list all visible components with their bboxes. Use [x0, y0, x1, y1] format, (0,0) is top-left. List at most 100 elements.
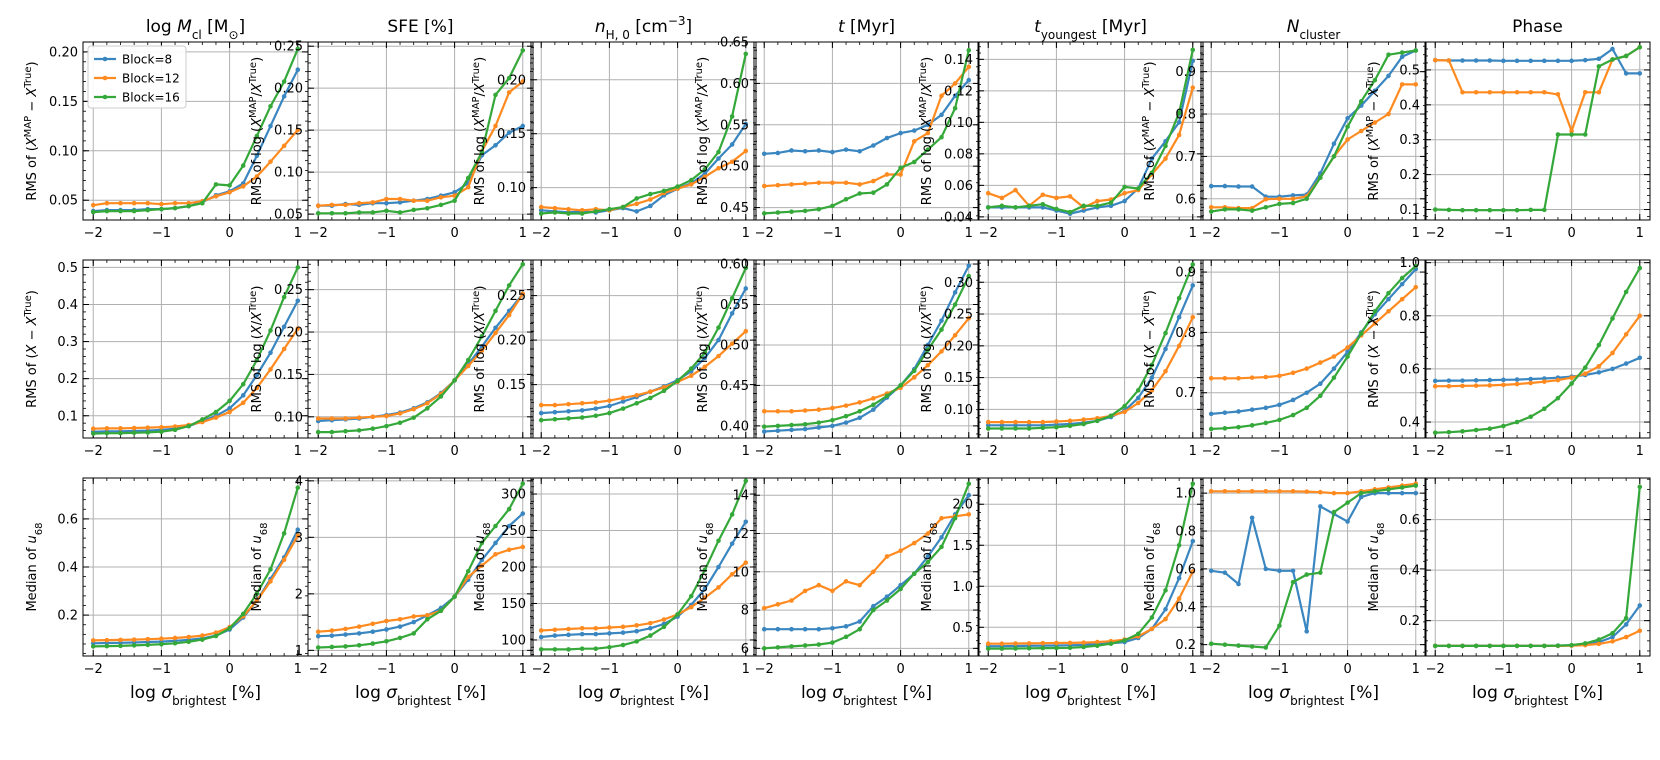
data-point [1163, 606, 1168, 612]
data-point [743, 328, 749, 334]
data-point [1399, 485, 1405, 490]
x-tick-label: −2 [755, 444, 774, 459]
data-point [1637, 265, 1643, 271]
data-point [329, 633, 335, 638]
data-point [520, 123, 526, 129]
data-point [552, 647, 558, 652]
data-point [1263, 420, 1269, 426]
data-point [579, 631, 585, 637]
data-point [925, 122, 931, 128]
data-point [1040, 645, 1046, 651]
data-point [90, 426, 96, 432]
data-point [281, 557, 287, 563]
y-tick-label: 0.2 [1175, 638, 1196, 653]
y-axis-label: RMS of log (X/XTrue) [918, 286, 936, 413]
data-point [295, 527, 301, 533]
data-point [493, 330, 498, 336]
data-point [620, 395, 626, 401]
data-point [104, 430, 110, 436]
data-point [607, 631, 612, 636]
data-point [816, 626, 822, 632]
y-tick-label: 0.25 [274, 40, 303, 55]
data-point [213, 409, 219, 415]
x-tick-label: 1 [742, 444, 750, 459]
data-point [538, 628, 544, 633]
data-point [465, 175, 471, 181]
data-point [1331, 375, 1337, 380]
data-point [966, 263, 972, 268]
series-line-block-8 [764, 494, 970, 631]
data-point [1277, 196, 1282, 202]
data-point [789, 427, 794, 433]
data-point [1081, 644, 1086, 650]
data-point [1277, 488, 1282, 494]
data-point [1596, 342, 1602, 348]
y-axis-label: RMS of (X − XTrue) [1365, 290, 1383, 408]
data-point [295, 127, 301, 133]
data-point [688, 182, 694, 187]
data-point [1013, 646, 1018, 651]
data-point [675, 184, 680, 189]
y-tick-label: 0.12 [944, 84, 973, 99]
data-point [240, 393, 246, 398]
x-tick-label: −1 [823, 662, 842, 677]
axes-frame [1424, 259, 1651, 439]
data-point [370, 210, 376, 215]
data-point [985, 205, 991, 210]
data-point [1569, 642, 1574, 648]
series-line-block-16 [1211, 49, 1416, 213]
data-point [802, 626, 808, 632]
x-tick-label: −2 [532, 226, 551, 241]
data-point [775, 150, 781, 156]
data-point [493, 92, 498, 98]
data-point [329, 202, 335, 208]
data-point [1176, 120, 1182, 125]
series-line-block-8 [318, 125, 524, 207]
data-point [607, 625, 612, 630]
data-point [593, 209, 599, 214]
y-tick-label: 0.10 [49, 144, 78, 159]
data-point [816, 148, 822, 153]
data-point [1318, 360, 1323, 365]
y-axis-label: RMS of log (XMAP/XTrue) [694, 57, 712, 205]
series-line-block-8 [1211, 268, 1417, 415]
data-point [1318, 175, 1323, 180]
data-point [1487, 89, 1493, 95]
data-point [884, 182, 890, 187]
data-point [1345, 137, 1350, 142]
data-point [506, 283, 512, 288]
data-point [952, 302, 958, 307]
series-line-block-8 [1211, 49, 1417, 198]
data-point [213, 630, 219, 635]
data-point [506, 312, 512, 318]
data-point [939, 134, 944, 140]
data-point [789, 182, 794, 187]
data-point [1569, 375, 1574, 380]
data-point [579, 625, 585, 631]
data-point [1399, 50, 1405, 55]
data-point [384, 196, 389, 202]
data-point [939, 515, 944, 521]
data-point [1176, 110, 1182, 116]
data-point [1528, 207, 1533, 213]
data-point [1637, 71, 1643, 76]
data-point [729, 159, 735, 165]
data-point [493, 142, 498, 148]
data-point [1263, 405, 1269, 411]
data-point [1277, 373, 1282, 379]
data-point [1190, 262, 1196, 267]
data-point [593, 413, 599, 419]
y-tick-label: 0.04 [944, 210, 973, 225]
data-point [343, 210, 348, 216]
data-point [1432, 430, 1438, 435]
data-point [356, 631, 362, 636]
data-point [1514, 377, 1520, 382]
data-point [186, 639, 191, 645]
y-axis-label: Median of u68 [696, 522, 716, 611]
panel-r0-c2: −2 −1 0 1 0.10 0.15 0.20 RMS of log (XMAP/XTrue… [471, 14, 757, 241]
data-point [843, 197, 849, 202]
x-tick-label: −2 [532, 444, 551, 459]
data-point [315, 429, 321, 435]
y-tick-label: 0.9 [1175, 266, 1196, 281]
data-point [356, 210, 362, 215]
